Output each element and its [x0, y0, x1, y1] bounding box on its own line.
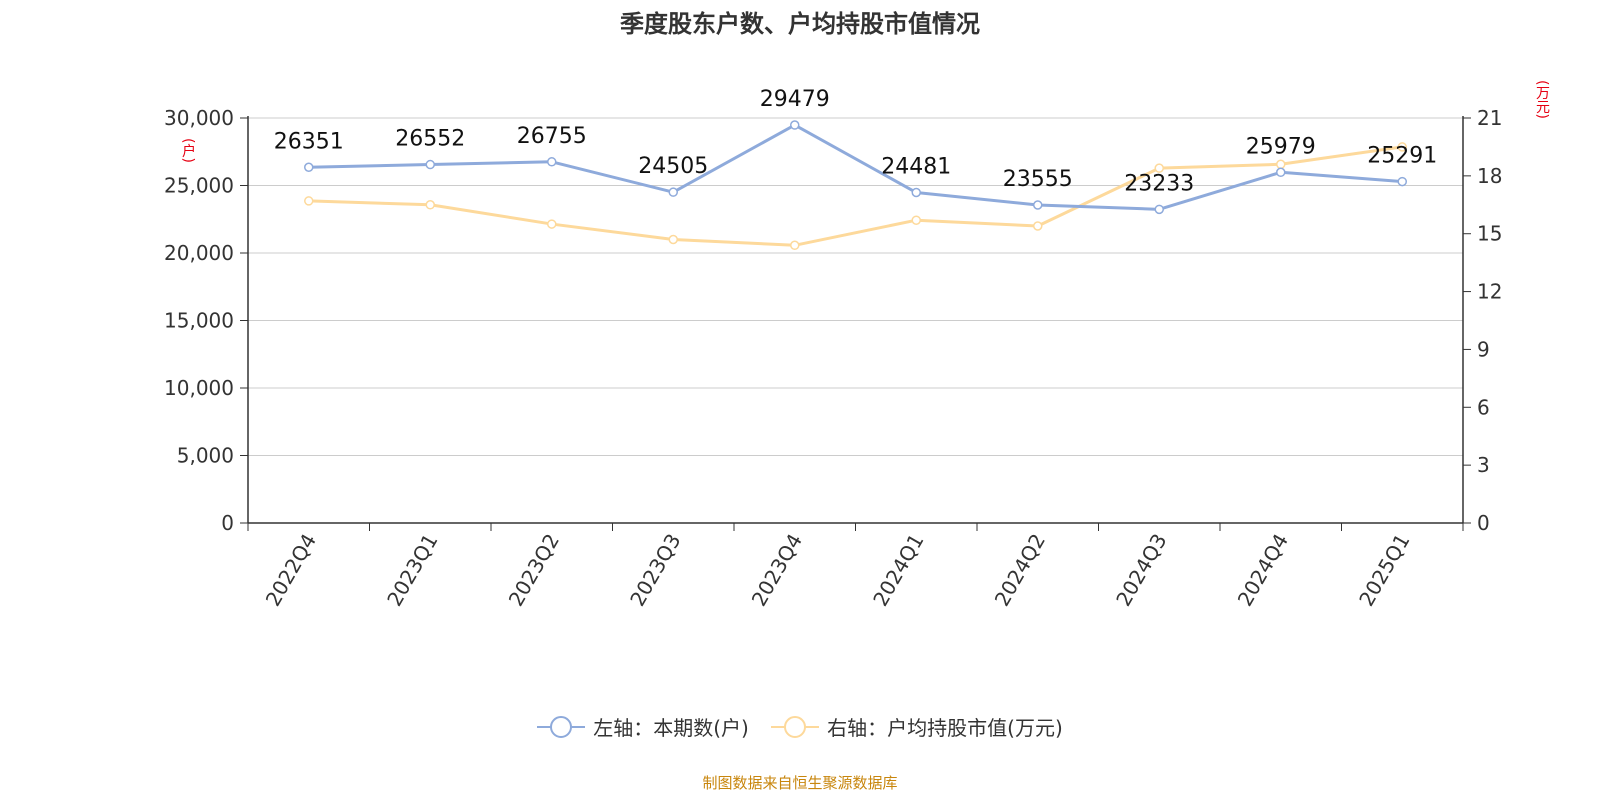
point-right	[668, 234, 678, 245]
x-tick-label: 2022Q4	[261, 530, 321, 611]
point-right	[425, 200, 435, 210]
grid-lines	[248, 117, 1463, 456]
data-labels: 26351 26552 26755 24505 29479 24481 23555 23233…	[274, 87, 1438, 196]
left-tick-label: 25,000	[164, 174, 234, 198]
x-tick-label: 2023Q4	[747, 530, 807, 611]
right-tick-label: 0	[1477, 511, 1490, 535]
data-label: 29479	[760, 87, 830, 112]
data-label: 26351	[274, 129, 344, 154]
point-left	[1033, 200, 1043, 210]
x-tick-label: 2024Q2	[990, 530, 1050, 611]
point-right	[1033, 221, 1043, 231]
right-axis-unit: (万元)	[1534, 80, 1550, 119]
data-label: 24481	[881, 155, 951, 180]
point-left	[911, 187, 921, 198]
right-tick-label: 15	[1477, 222, 1502, 246]
x-tick-label: 2024Q4	[1233, 530, 1293, 611]
point-left	[1276, 167, 1286, 178]
data-label: 23233	[1124, 171, 1194, 196]
chart-canvas: 0 5,000 10,000 15,000 20,000 25,000 30,000 0 3 6 9…	[164, 87, 1502, 610]
right-tick-label: 6	[1477, 395, 1490, 419]
legend-left-label: 左轴：本期数(户)	[593, 716, 749, 740]
chart-title: 季度股东户数、户均持股市值情况	[620, 10, 980, 38]
point-left	[1397, 176, 1407, 187]
source-note: 制图数据来自恒生聚源数据库	[702, 774, 898, 792]
point-left	[425, 159, 435, 170]
point-right	[547, 219, 557, 229]
legend-right-label: 右轴：户均持股市值(万元)	[827, 716, 1063, 740]
legend-item-right[interactable]: 右轴：户均持股市值(万元)	[771, 712, 1063, 741]
left-tick-label: 20,000	[164, 241, 234, 265]
legend: 左轴：本期数(户) 右轴：户均持股市值(万元)	[0, 712, 1600, 744]
left-tick-label: 10,000	[164, 376, 234, 400]
x-tick-label: 2023Q2	[504, 530, 564, 611]
point-left	[790, 120, 800, 130]
x-tick-label: 2023Q1	[382, 530, 442, 611]
left-tick-label: 15,000	[164, 309, 234, 333]
series-line-left	[308, 123, 1403, 211]
x-tick-label: 2024Q1	[868, 530, 928, 611]
right-tick-label: 9	[1477, 337, 1490, 361]
data-label: 25979	[1246, 134, 1316, 159]
axes: 0 5,000 10,000 15,000 20,000 25,000 30,000 0 3 6 9…	[164, 106, 1502, 610]
left-tick-label: 0	[221, 511, 234, 535]
point-left	[1154, 204, 1164, 215]
point-right	[1397, 142, 1407, 152]
left-tick-label: 5,000	[177, 444, 234, 468]
series-line-right	[308, 145, 1403, 247]
point-right	[1276, 159, 1286, 170]
legend-item-left[interactable]: 左轴：本期数(户)	[537, 712, 749, 741]
data-label: 25291	[1367, 144, 1437, 169]
point-right	[911, 215, 921, 225]
point-left	[304, 162, 314, 173]
point-left	[668, 187, 678, 197]
x-tick-label: 2024Q3	[1111, 530, 1171, 611]
data-label: 23555	[1003, 167, 1073, 192]
left-tick-label: 30,000	[164, 106, 234, 130]
legend-right-marker-icon	[771, 715, 820, 738]
point-left	[547, 157, 557, 167]
data-label: 26755	[517, 124, 587, 149]
x-tick-label: 2023Q3	[625, 530, 685, 611]
point-right	[790, 240, 800, 251]
right-tick-label: 12	[1477, 280, 1502, 304]
data-label: 24505	[638, 154, 708, 179]
right-tick-label: 18	[1477, 164, 1502, 188]
data-label: 26552	[395, 127, 465, 152]
right-tick-label: 3	[1477, 453, 1490, 477]
point-right	[304, 196, 314, 206]
legend-left-marker-icon	[537, 715, 586, 738]
point-right	[1154, 163, 1164, 173]
right-tick-label: 21	[1477, 106, 1502, 130]
left-axis-unit: (户)	[180, 138, 196, 163]
series-lines	[304, 120, 1407, 251]
x-tick-label: 2025Q1	[1354, 530, 1414, 611]
